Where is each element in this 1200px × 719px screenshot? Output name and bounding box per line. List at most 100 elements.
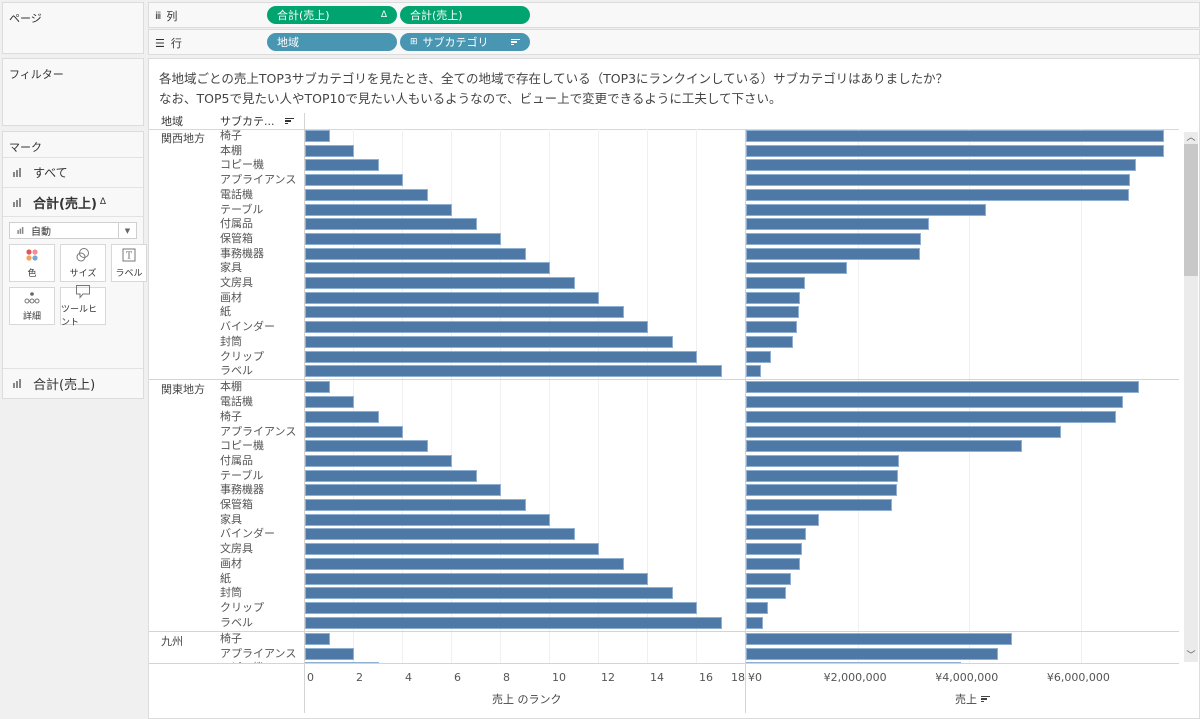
sort-icon[interactable]	[981, 695, 990, 703]
sales-bar[interactable]	[746, 454, 899, 467]
rank-bar[interactable]	[305, 587, 673, 600]
sales-bar[interactable]	[746, 543, 802, 556]
sales-bar[interactable]	[746, 662, 961, 663]
mark-type-select[interactable]: 自動 ▼	[9, 222, 137, 239]
rank-bar[interactable]	[305, 396, 354, 409]
rank-bar[interactable]	[305, 484, 501, 497]
sales-bar[interactable]	[746, 188, 1129, 201]
rank-bar[interactable]	[305, 528, 575, 541]
rank-bar[interactable]	[305, 335, 673, 348]
rank-bar[interactable]	[305, 232, 501, 245]
rank-bar[interactable]	[305, 425, 403, 438]
sales-bar[interactable]	[746, 174, 1131, 187]
rank-bar[interactable]	[305, 130, 330, 142]
rank-bar[interactable]	[305, 440, 428, 453]
rows-pill-subcategory[interactable]: ⊞ サブカテゴリ	[400, 33, 530, 51]
rank-bar[interactable]	[305, 572, 648, 585]
rank-bar[interactable]	[305, 513, 550, 526]
vertical-scrollbar[interactable]: ︿ ﹀	[1184, 132, 1198, 662]
rank-bar[interactable]	[305, 381, 330, 394]
rank-bar[interactable]	[305, 188, 428, 201]
sales-bar[interactable]	[746, 365, 762, 378]
sales-bar[interactable]	[746, 469, 899, 482]
filters-card[interactable]: フィルター	[2, 58, 144, 126]
rank-bar[interactable]	[305, 601, 697, 614]
rank-bar[interactable]	[305, 277, 575, 289]
sales-bar[interactable]	[746, 130, 1165, 142]
rank-bar[interactable]	[305, 350, 697, 363]
sales-bar[interactable]	[746, 321, 798, 334]
sales-bar[interactable]	[746, 277, 806, 289]
rank-bar[interactable]	[305, 247, 526, 260]
rank-bar[interactable]	[305, 144, 354, 157]
columns-pill-sales[interactable]: 合計(売上)	[400, 6, 530, 24]
pages-card[interactable]: ページ	[2, 2, 144, 54]
sales-bar[interactable]	[746, 572, 792, 585]
sales-bar[interactable]	[746, 262, 848, 275]
rank-bar[interactable]	[305, 543, 599, 556]
sales-bar[interactable]	[746, 484, 898, 497]
sales-bar[interactable]	[746, 425, 1061, 438]
sales-bar[interactable]	[746, 396, 1123, 409]
rank-bar[interactable]	[305, 499, 526, 511]
rank-bar[interactable]	[305, 306, 624, 319]
scroll-down-icon[interactable]: ﹀	[1186, 651, 1196, 661]
rank-bar[interactable]	[305, 218, 477, 231]
sales-bar[interactable]	[746, 557, 801, 570]
chart-body[interactable]: 関西地方 椅子 本棚 コピー機 アプライアンス 電話機 テーブル 付属品 保管箱 事務機器 家具 文房…	[149, 129, 1179, 663]
sales-bar[interactable]	[746, 159, 1136, 172]
sales-bar[interactable]	[746, 232, 921, 245]
sales-bar[interactable]	[746, 291, 800, 304]
sales-bar[interactable]	[746, 218, 930, 231]
rank-bar[interactable]	[305, 662, 379, 663]
columns-pill-rank-sales[interactable]: 合計(売上) Δ	[267, 6, 397, 24]
rank-bar[interactable]	[305, 159, 379, 172]
size-button[interactable]: サイズ	[60, 244, 106, 282]
rank-bar[interactable]	[305, 632, 330, 645]
sales-bar[interactable]	[746, 601, 768, 614]
sort-icon[interactable]	[284, 117, 294, 125]
rank-bar[interactable]	[305, 454, 452, 467]
sales-bar[interactable]	[746, 350, 772, 363]
marks-measure-tab[interactable]: 合計(売上)	[3, 368, 143, 398]
sales-bar[interactable]	[746, 513, 819, 526]
columns-shelf[interactable]: iii 列 合計(売上) Δ 合計(売上)	[148, 2, 1200, 28]
tooltip-button[interactable]: ツールヒント	[60, 285, 106, 328]
detail-button[interactable]: 詳細	[9, 287, 55, 325]
rank-bar[interactable]	[305, 557, 624, 570]
sales-bar[interactable]	[746, 247, 920, 260]
rank-bar[interactable]	[305, 174, 403, 187]
rank-bar[interactable]	[305, 291, 599, 304]
marks-all-tab[interactable]: すべて	[3, 158, 143, 188]
sales-bar[interactable]	[746, 616, 763, 629]
sales-bar[interactable]	[746, 203, 987, 216]
rank-bar[interactable]	[305, 321, 648, 334]
header-region[interactable]: 地域	[161, 115, 183, 128]
sales-bar[interactable]	[746, 632, 1012, 645]
sales-bar[interactable]	[746, 381, 1139, 394]
color-button[interactable]: 色	[9, 244, 55, 282]
sales-bar[interactable]	[746, 587, 786, 600]
label-button[interactable]: T ラベル	[111, 244, 147, 282]
sales-bar[interactable]	[746, 306, 800, 319]
rank-bar[interactable]	[305, 203, 452, 216]
header-subcategory[interactable]: サブカテ...	[220, 113, 294, 129]
rank-bar[interactable]	[305, 616, 722, 629]
rank-bar[interactable]	[305, 410, 379, 423]
sales-bar[interactable]	[746, 440, 1023, 453]
sales-bar[interactable]	[746, 647, 999, 660]
scroll-up-icon[interactable]: ︿	[1186, 133, 1196, 143]
rank-bar[interactable]	[305, 469, 477, 482]
rows-shelf[interactable]: ☰ 行 地域 ⊞ サブカテゴリ	[148, 29, 1200, 55]
rank-bar[interactable]	[305, 647, 354, 660]
rank-bar[interactable]	[305, 365, 722, 378]
sales-bar[interactable]	[746, 528, 807, 541]
sales-bar[interactable]	[746, 144, 1165, 157]
scrollbar-thumb[interactable]	[1184, 144, 1198, 276]
sales-bar[interactable]	[746, 410, 1116, 423]
sales-bar[interactable]	[746, 335, 794, 348]
sales-bar[interactable]	[746, 499, 893, 511]
marks-measure-tab-active[interactable]: 合計(売上) Δ	[3, 188, 143, 217]
rank-bar[interactable]	[305, 262, 550, 275]
rows-pill-region[interactable]: 地域	[267, 33, 397, 51]
